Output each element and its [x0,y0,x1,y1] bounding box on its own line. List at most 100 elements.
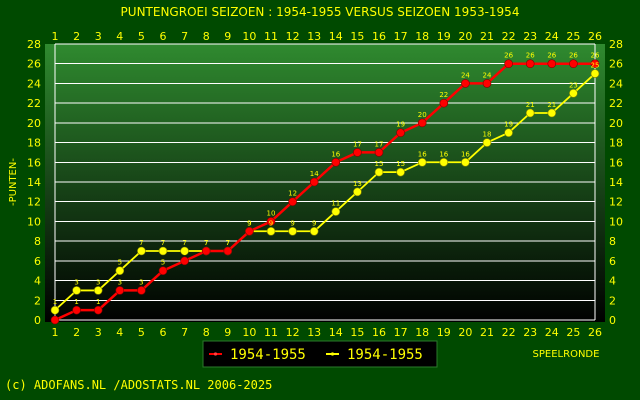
x-tick-label-bottom: 18 [415,326,429,339]
y-tick-label-left: 28 [27,38,41,51]
y-axis-label: -PUNTEN- [8,158,19,206]
x-tick-label-top: 17 [394,30,408,43]
x-tick-label-bottom: 17 [394,326,408,339]
data-label-series-2: 9 [247,219,251,227]
data-label-series-1: 7 [204,239,208,247]
data-point-series-1 [504,59,513,69]
data-point-series-1 [137,286,146,295]
data-label-series-1: 16 [331,150,340,158]
data-label-series-1: 10 [267,209,276,217]
y-tick-label-right: 4 [609,275,616,288]
legend-label-series-1: 1954-1955 [230,347,306,363]
data-point-series-1 [288,197,297,207]
y-tick-label-left: 26 [27,58,41,71]
data-point-series-1 [223,246,233,256]
data-point-series-2 [525,108,535,118]
x-tick-label-bottom: 2 [73,326,80,339]
data-point-series-1 [72,305,81,315]
data-label-series-1: 12 [288,190,297,198]
y-tick-label-left: 14 [27,176,41,189]
legend-box [202,340,438,368]
x-tick-label-top: 9 [224,30,231,43]
y-tick-label-right: 6 [609,255,616,268]
x-tick-label-top: 6 [160,30,167,43]
x-tick-label-top: 13 [307,30,321,43]
data-label-series-1: 20 [418,111,427,119]
x-tick-label-top: 1 [52,30,59,43]
y-tick-label-right: 14 [609,176,623,189]
data-point-series-2 [309,226,319,236]
plot-area [45,44,605,322]
data-label-series-2: 9 [290,219,294,227]
data-label-series-1: 24 [461,71,470,79]
y-tick-label-left: 16 [27,156,41,169]
x-tick-label-bottom: 1 [52,326,59,339]
data-label-series-1: 7 [226,239,230,247]
data-point-series-1 [461,79,470,88]
x-tick-label-top: 3 [95,30,102,43]
data-point-series-2 [93,286,103,295]
y-tick-label-right: 24 [609,77,623,90]
y-tick-label-right: 28 [609,38,623,51]
data-label-series-2: 16 [418,150,427,158]
data-label-series-2: 21 [526,101,535,109]
data-point-series-2 [137,246,146,256]
y-tick-label-left: 10 [27,215,41,228]
data-label-series-2: 11 [331,200,340,208]
x-tick-label-top: 25 [566,30,580,43]
x-axis-top-ticks: 1 2 3 4 5 6 7 8 9 10 11 12 13 14 15 16 17 18 19 20 21 22 23 24 2… [52,30,603,43]
data-label-series-2: 9 [312,219,316,227]
data-point-series-1 [417,118,427,128]
data-label-series-2: 7 [226,239,230,247]
y-tick-label-right: 18 [609,137,623,150]
x-tick-label-bottom: 11 [264,326,278,339]
data-label-series-1: 1 [96,298,100,306]
data-point-series-2 [504,128,513,138]
data-point-series-1 [266,217,276,226]
data-point-series-1 [569,59,578,69]
data-label-series-1: 26 [547,52,556,60]
y-tick-label-left: 22 [27,97,41,110]
x-tick-label-bottom: 8 [203,326,210,339]
data-label-series-1: 26 [591,52,600,60]
data-point-series-1 [331,157,341,167]
x-tick-label-top: 21 [480,30,494,43]
x-tick-label-top: 12 [286,30,300,43]
data-label-series-2: 23 [569,81,578,89]
data-point-series-1 [396,128,405,138]
footer-credit: (c) ADOFANS.NL /ADOSTATS.NL 2006-2025 [5,378,272,392]
y-tick-label-left: 8 [34,235,41,248]
x-tick-label-bottom: 19 [437,326,451,339]
x-tick-label-top: 23 [523,30,537,43]
x-tick-label-bottom: 25 [566,326,580,339]
data-point-series-2 [439,157,449,167]
y-tick-label-left: 20 [27,117,41,130]
data-label-series-2: 9 [269,219,273,227]
data-point-series-2 [374,167,384,177]
data-label-series-2: 16 [461,150,470,158]
data-label-series-2: 19 [504,121,513,129]
y-tick-label-right: 22 [609,97,623,110]
data-point-series-1 [353,148,362,157]
x-tick-label-top: 18 [415,30,429,43]
data-point-series-2 [569,88,578,98]
data-point-series-1 [482,79,492,88]
y-tick-label-left: 18 [27,137,41,150]
x-tick-label-top: 15 [350,30,364,43]
y-tick-label-right: 16 [609,156,623,169]
data-label-series-2: 3 [96,278,100,286]
data-label-series-1: 1 [74,298,78,306]
data-point-series-2 [72,286,81,295]
data-label-series-1: 5 [161,259,165,267]
legend-swatch-red-marker [213,352,218,356]
data-label-series-2: 15 [396,160,405,168]
data-label-series-2: 3 [74,278,78,286]
x-axis-bottom-ticks: 1 2 3 4 5 6 7 8 9 10 11 12 13 14 15 16 17 18 19 20 21 22 23 24 2… [52,326,603,339]
data-point-series-2 [396,167,405,177]
x-tick-label-bottom: 9 [224,326,231,339]
data-point-series-2 [180,246,189,256]
data-point-series-2 [158,246,168,256]
data-label-series-1: 3 [118,278,122,286]
